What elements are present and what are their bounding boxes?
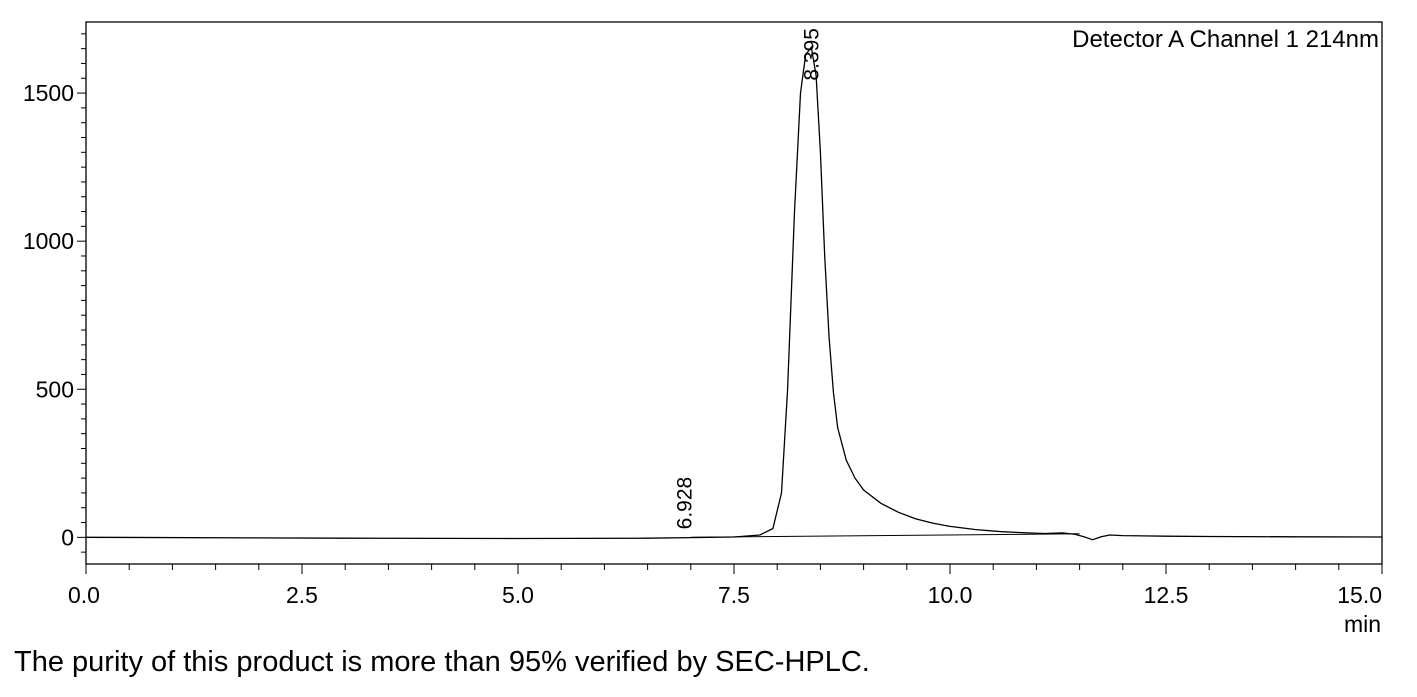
- plot-frame: [85, 21, 1383, 565]
- y-tick-label: 1000: [23, 228, 74, 254]
- x-tick-label: 2.5: [286, 582, 318, 608]
- peak-label: 8.395: [800, 28, 823, 81]
- y-tick-label: 0: [61, 524, 74, 550]
- x-axis: 0.0 2.5 5.0 7.5 10.0 12.5 15.0: [68, 564, 1383, 608]
- peak-label: 6.928: [674, 477, 697, 530]
- peak-labels: 6.928 8.395: [674, 28, 824, 529]
- chromatogram-trace: [85, 45, 1383, 541]
- x-tick-label: 15.0: [1337, 582, 1382, 608]
- x-tick-label: 5.0: [502, 582, 534, 608]
- x-axis-unit-label: min: [1344, 611, 1381, 637]
- integration-baseline: [690, 533, 1080, 538]
- y-tick-label: 500: [36, 376, 74, 402]
- x-tick-label: 12.5: [1144, 582, 1189, 608]
- y-axis: 0 500 1000 1500: [23, 33, 86, 553]
- x-tick-label: 0.0: [68, 582, 100, 608]
- detector-label: Detector A Channel 1 214nm: [1072, 26, 1379, 53]
- y-tick-label: 1500: [23, 80, 74, 106]
- chromatogram-chart: 0 500 1000 1500 0.0 2.5 5.0 7.5 10.0 12.5 15.0 6.…: [23, 21, 1383, 637]
- x-tick-label: 10.0: [928, 582, 973, 608]
- x-tick-label: 7.5: [718, 582, 750, 608]
- purity-caption: The purity of this product is more than …: [14, 646, 870, 678]
